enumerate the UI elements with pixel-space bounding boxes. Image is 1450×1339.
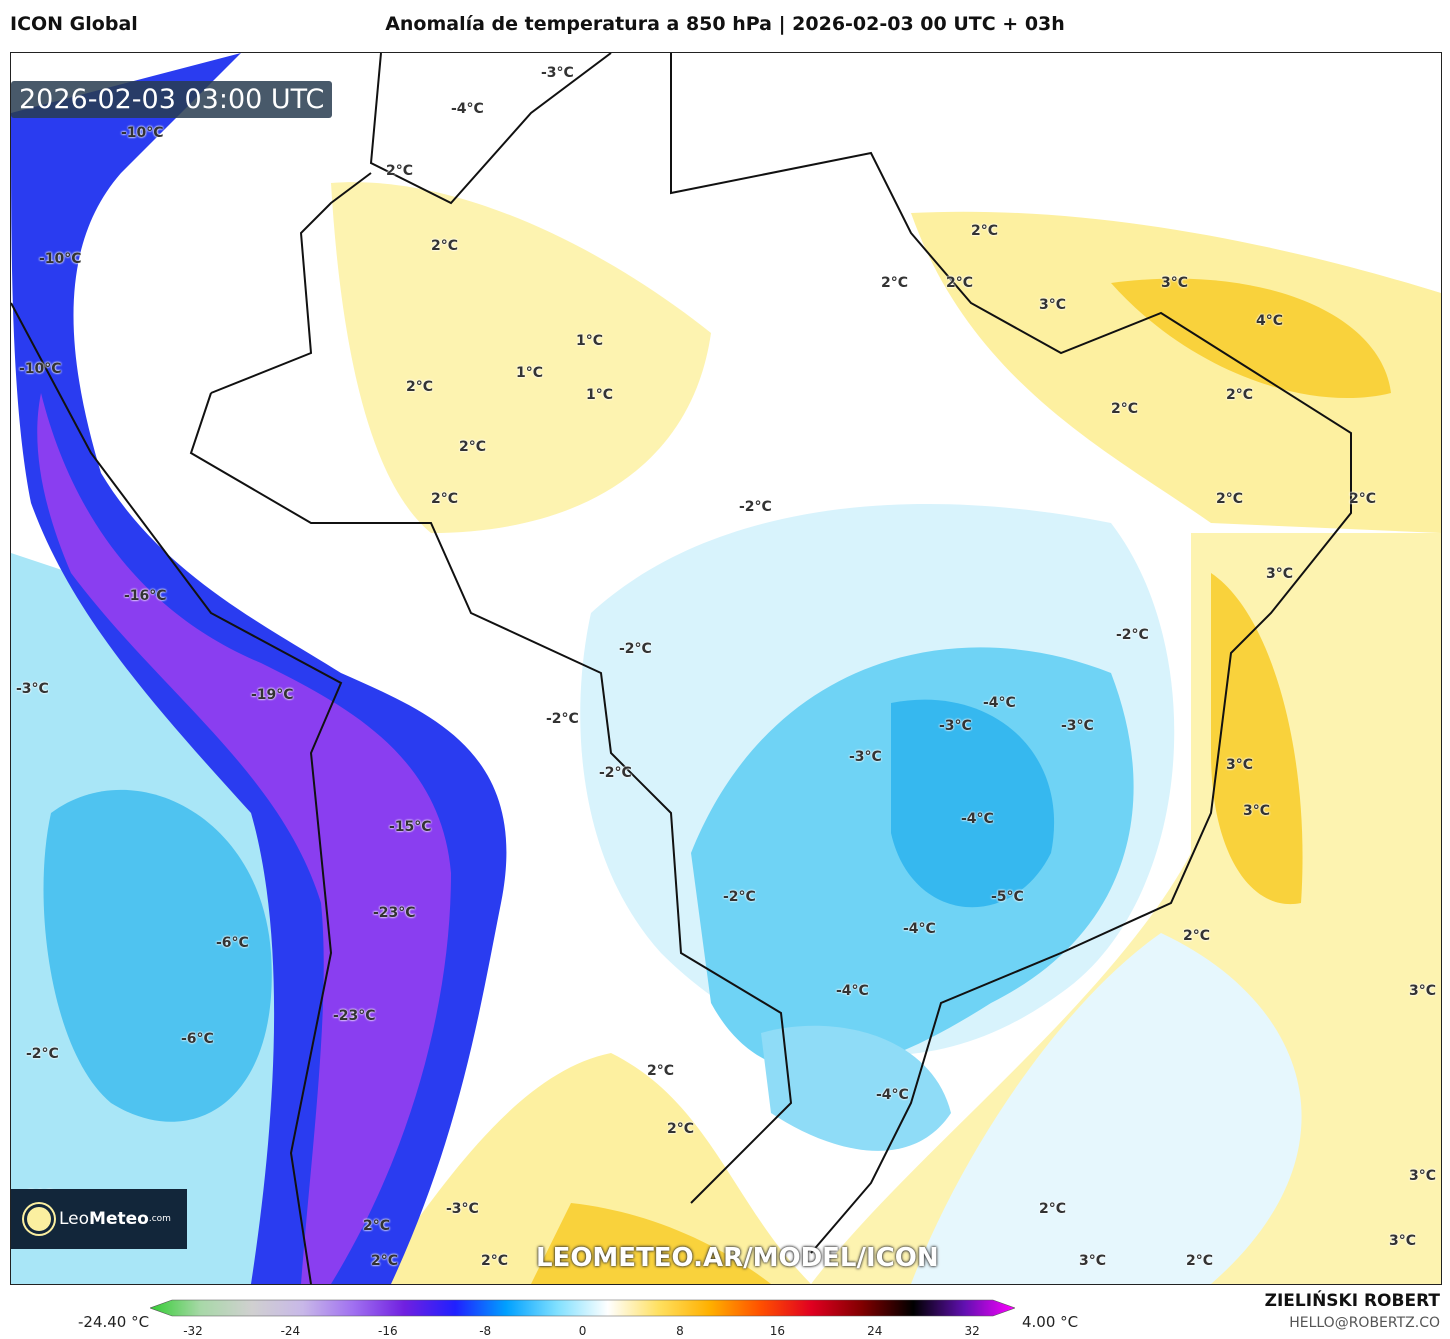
colorbar-tick: 16 xyxy=(769,1324,786,1338)
contour-label: 2°C xyxy=(481,1253,509,1269)
contour-label: 3°C xyxy=(1161,275,1189,291)
contour-label: -10°C xyxy=(39,251,82,267)
contour-label: -10°C xyxy=(121,125,164,141)
colorbar-max-label: 4.00 °C xyxy=(1022,1313,1079,1331)
contour-label: 2°C xyxy=(406,379,434,395)
contour-label: -2°C xyxy=(1116,627,1149,643)
contour-label: 2°C xyxy=(431,238,459,254)
south-warm-core xyxy=(531,1203,771,1284)
watermark-url: LEOMETEO.AR/MODEL/ICON xyxy=(536,1243,939,1273)
contour-label: 2°C xyxy=(459,439,487,455)
pacific-cold-core xyxy=(43,789,272,1122)
author-name: ZIELIŃSKI ROBERT xyxy=(1264,1291,1440,1311)
colorbar-tick: -24 xyxy=(280,1324,301,1338)
chart-title: Anomalía de temperatura a 850 hPa | 2026… xyxy=(385,13,1065,35)
valid-time-label: 2026-02-03 03:00 UTC xyxy=(11,81,333,118)
contour-label: -3°C xyxy=(849,749,882,765)
contour-label: 2°C xyxy=(1226,387,1254,403)
southeast-cold-core xyxy=(891,699,1055,908)
contour-label: -5°C xyxy=(991,889,1024,905)
model-name: ICON Global xyxy=(10,13,138,35)
atlantic-warm-core xyxy=(1211,573,1303,905)
anomaly-field xyxy=(11,53,1441,1284)
colorbar-tick: -32 xyxy=(183,1324,203,1338)
contour-label: -2°C xyxy=(619,641,652,657)
country-borders xyxy=(11,53,1352,1284)
contour-label: -3°C xyxy=(446,1201,479,1217)
contour-label: 2°C xyxy=(971,223,999,239)
contour-label: -6°C xyxy=(216,935,249,951)
contour-label: 2°C xyxy=(647,1063,675,1079)
contour-label: 2°C xyxy=(1186,1253,1214,1269)
colorbar-tick: 24 xyxy=(867,1324,883,1338)
contour-label: 2°C xyxy=(667,1121,695,1137)
contour-label: 3°C xyxy=(1409,1168,1437,1184)
andes-core xyxy=(37,393,451,1284)
colorbar-min-label: -24.40 °C xyxy=(78,1313,150,1331)
contour-label: 2°C xyxy=(1183,928,1211,944)
colorbar-tick: 32 xyxy=(964,1324,980,1338)
contour-label: 1°C xyxy=(576,333,604,349)
contour-label: 2°C xyxy=(1111,401,1139,417)
contour-label: 2°C xyxy=(1216,491,1244,507)
contour-label: 3°C xyxy=(1243,803,1271,819)
contour-label: -3°C xyxy=(16,681,49,697)
map-area[interactable]: 2026-02-03 03:00 UTC -3°C -4°C -10°C 2°C 2°C… xyxy=(10,52,1442,1285)
colorbar-tick: 8 xyxy=(676,1324,684,1338)
contour-label: -3°C xyxy=(939,718,972,734)
contour-label: 4°C xyxy=(1256,313,1284,329)
colorbar-tick: -8 xyxy=(479,1324,492,1338)
contour-label: -3°C xyxy=(1061,718,1094,734)
contour-label: -15°C xyxy=(389,819,432,835)
contour-label: 3°C xyxy=(1079,1253,1107,1269)
sun-icon xyxy=(27,1207,51,1231)
contour-label: 2°C xyxy=(371,1253,399,1269)
contour-label: -2°C xyxy=(26,1046,59,1062)
logo-text-light: Leo xyxy=(59,1209,90,1229)
logo-suffix: .com xyxy=(148,1214,171,1224)
northeast-warm-core xyxy=(1111,278,1391,399)
contour-label: -16°C xyxy=(124,588,167,604)
contour-label: 3°C xyxy=(1266,566,1294,582)
contour-label: -3°C xyxy=(541,65,574,81)
contour-label: 2°C xyxy=(1039,1201,1067,1217)
contour-label: 2°C xyxy=(386,163,414,179)
logo-text-bold: Meteo xyxy=(89,1209,149,1229)
contour-label: -23°C xyxy=(373,905,416,921)
contour-label: -10°C xyxy=(19,361,62,377)
contour-label: 2°C xyxy=(946,275,974,291)
contour-label: -6°C xyxy=(181,1031,214,1047)
contour-label: -2°C xyxy=(739,499,772,515)
colorbar-tick: 0 xyxy=(578,1324,587,1338)
contour-label: 2°C xyxy=(363,1218,391,1234)
contour-label: 3°C xyxy=(1039,297,1067,313)
author-email: HELLO@ROBERTZ.CO xyxy=(1289,1315,1440,1331)
contour-label: -4°C xyxy=(451,101,484,117)
south-atlantic-light xyxy=(911,933,1302,1284)
contour-label: -4°C xyxy=(961,811,994,827)
contour-label: -2°C xyxy=(546,711,579,727)
northeast-warm xyxy=(911,211,1441,533)
colorbar-tick: -16 xyxy=(377,1324,398,1338)
contour-label: -4°C xyxy=(983,695,1016,711)
contour-label: 3°C xyxy=(1226,757,1254,773)
contour-label: 3°C xyxy=(1409,983,1437,999)
contour-label: -23°C xyxy=(333,1008,376,1024)
south-warm xyxy=(371,1053,811,1284)
contour-label: 1°C xyxy=(516,365,544,381)
contour-label: 3°C xyxy=(1389,1233,1417,1249)
colorbar xyxy=(150,1299,1015,1317)
contour-label: -4°C xyxy=(876,1087,909,1103)
contour-label: 2°C xyxy=(431,491,459,507)
contour-label: -4°C xyxy=(836,983,869,999)
contour-label: 2°C xyxy=(881,275,909,291)
contour-label: 1°C xyxy=(586,387,614,403)
contour-label: -19°C xyxy=(251,687,294,703)
contour-label: -2°C xyxy=(599,765,632,781)
contour-label: 2°C xyxy=(1349,491,1377,507)
contour-label: -4°C xyxy=(903,921,936,937)
leometeo-logo[interactable]: Leo Meteo .com xyxy=(11,1189,187,1249)
contour-label: -2°C xyxy=(723,889,756,905)
north-warm xyxy=(331,182,711,533)
